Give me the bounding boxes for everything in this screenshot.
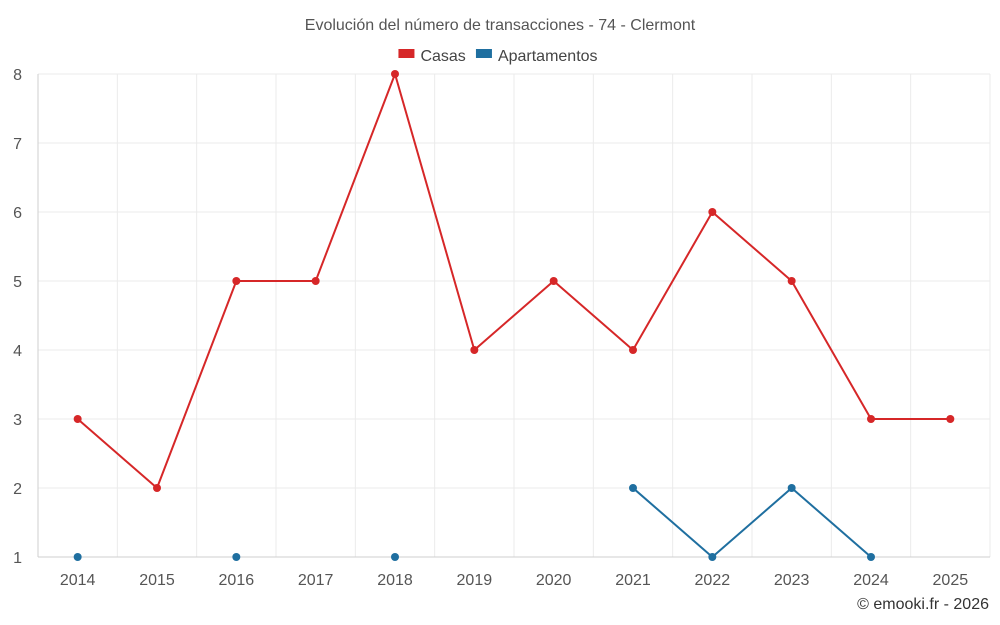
legend-swatch bbox=[398, 49, 415, 58]
chart-title: Evolución del número de transacciones - … bbox=[305, 17, 696, 34]
x-tick-label: 2015 bbox=[139, 572, 175, 589]
legend-item-apartamentos[interactable]: Apartamentos bbox=[475, 48, 598, 65]
y-axis-ticks: 1 2 3 4 5 6 7 8 bbox=[13, 67, 22, 567]
legend[interactable]: Casas Apartamentos bbox=[398, 48, 598, 65]
data-point[interactable] bbox=[73, 553, 82, 561]
y-tick-label: 3 bbox=[13, 412, 22, 429]
x-tick-label: 2022 bbox=[695, 572, 731, 589]
data-point[interactable] bbox=[73, 415, 82, 423]
credit-text: © emooki.fr - 2026 bbox=[857, 596, 989, 613]
y-tick-label: 4 bbox=[13, 343, 22, 360]
x-tick-label: 2018 bbox=[377, 572, 413, 589]
x-tick-label: 2017 bbox=[298, 572, 334, 589]
x-tick-label: 2023 bbox=[774, 572, 810, 589]
x-tick-label: 2014 bbox=[60, 572, 96, 589]
data-point[interactable] bbox=[311, 277, 320, 285]
y-tick-label: 8 bbox=[13, 67, 22, 84]
y-tick-label: 7 bbox=[13, 136, 22, 153]
data-point[interactable] bbox=[867, 415, 875, 423]
series-casas bbox=[73, 70, 955, 492]
x-tick-label: 2019 bbox=[457, 572, 493, 589]
x-tick-label: 2020 bbox=[536, 572, 572, 589]
data-point[interactable] bbox=[549, 277, 558, 285]
data-point[interactable] bbox=[787, 277, 796, 285]
y-tick-label: 6 bbox=[13, 205, 22, 222]
y-tick-label: 1 bbox=[13, 550, 22, 567]
data-point[interactable] bbox=[708, 553, 717, 561]
x-tick-label: 2021 bbox=[615, 572, 651, 589]
legend-label: Casas bbox=[420, 48, 465, 65]
x-tick-label: 2024 bbox=[853, 572, 889, 589]
data-point[interactable] bbox=[946, 415, 955, 423]
data-point[interactable] bbox=[629, 484, 637, 492]
axes bbox=[37, 74, 990, 558]
data-point[interactable] bbox=[391, 553, 399, 561]
data-point[interactable] bbox=[391, 70, 399, 78]
legend-label: Apartamentos bbox=[498, 48, 598, 65]
series-apartamentos bbox=[73, 484, 875, 561]
data-point[interactable] bbox=[708, 208, 717, 216]
y-tick-label: 5 bbox=[13, 274, 22, 291]
data-point[interactable] bbox=[470, 346, 479, 354]
data-point[interactable] bbox=[629, 346, 637, 354]
x-axis-ticks: 2014 2015 2016 2017 2018 2019 2020 2021 2022 2023… bbox=[60, 572, 968, 589]
x-tick-label: 2016 bbox=[219, 572, 255, 589]
legend-item-casas[interactable]: Casas bbox=[398, 48, 466, 65]
legend-swatch bbox=[475, 49, 492, 58]
data-point[interactable] bbox=[153, 484, 161, 492]
series-layer bbox=[73, 70, 955, 561]
data-point[interactable] bbox=[787, 484, 796, 492]
data-point[interactable] bbox=[867, 553, 875, 561]
x-tick-label: 2025 bbox=[933, 572, 969, 589]
series-line bbox=[77, 73, 951, 489]
y-tick-label: 2 bbox=[13, 481, 22, 498]
data-point[interactable] bbox=[232, 553, 241, 561]
data-point[interactable] bbox=[232, 277, 241, 285]
series-line bbox=[632, 487, 872, 558]
